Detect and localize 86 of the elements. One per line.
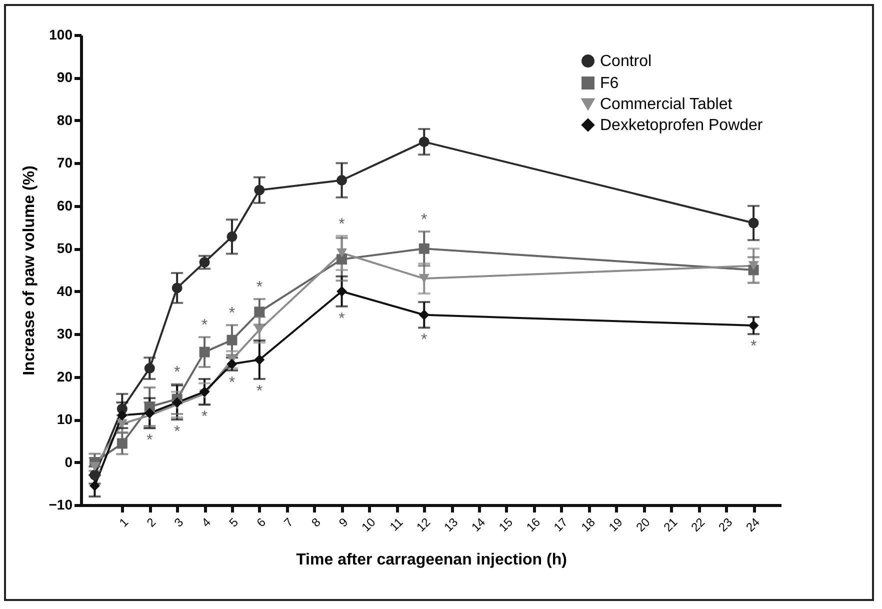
point xyxy=(254,325,265,334)
point xyxy=(254,306,265,318)
x-tick-label: 1 xyxy=(116,514,132,530)
point xyxy=(89,480,100,492)
y-tick-label: 60 xyxy=(56,197,73,214)
point xyxy=(172,282,182,294)
point xyxy=(89,470,100,480)
point xyxy=(254,354,265,365)
y-tick-label: 10 xyxy=(56,411,73,428)
point xyxy=(199,386,210,398)
x-tick-label: 23 xyxy=(716,514,736,534)
x-tick-label: 3 xyxy=(171,514,186,530)
annotation: * xyxy=(146,432,153,450)
annotation: * xyxy=(228,305,236,322)
point xyxy=(116,438,128,449)
annotation: * xyxy=(256,382,263,400)
point xyxy=(89,462,100,472)
annotation: * xyxy=(338,216,345,233)
point xyxy=(199,257,210,268)
x-tick-label: 9 xyxy=(336,514,351,530)
x-tick-label: 15 xyxy=(496,514,516,534)
annotation: * xyxy=(228,374,236,392)
legend-label: F6 xyxy=(600,75,619,92)
point xyxy=(172,397,182,408)
y-axis-title: Increase of paw volume (%) xyxy=(20,166,38,376)
y-tick-label: 80 xyxy=(56,112,73,128)
point xyxy=(336,175,348,186)
x-tick-label: 17 xyxy=(551,514,571,534)
point xyxy=(418,243,430,254)
x-tick-label: 19 xyxy=(606,514,626,534)
point xyxy=(144,363,155,374)
y-tick-label: −10 xyxy=(48,496,73,512)
point xyxy=(336,286,348,297)
x-tick-label: 22 xyxy=(688,514,708,534)
legend-label: Commercial Tablet xyxy=(600,96,733,113)
y-tick-label: 50 xyxy=(56,240,73,256)
point xyxy=(748,261,759,270)
point xyxy=(226,231,238,242)
annotation: * xyxy=(201,317,208,334)
annotation: * xyxy=(174,424,180,441)
point xyxy=(144,408,155,418)
point xyxy=(116,419,128,428)
annotation: * xyxy=(750,338,757,356)
x-tick-label: 5 xyxy=(226,514,242,530)
x-tick-label: 6 xyxy=(254,514,269,530)
point xyxy=(336,254,348,265)
point xyxy=(748,320,759,331)
x-tick-label: 14 xyxy=(468,514,488,534)
legend-label: Dexketoprofen Powder xyxy=(600,117,764,134)
x-tick-label: 11 xyxy=(386,514,406,534)
y-tick-label: 100 xyxy=(49,26,73,42)
point xyxy=(226,334,238,346)
annotation: * xyxy=(421,212,428,229)
annotation: * xyxy=(338,310,345,328)
annotation: * xyxy=(174,364,180,382)
x-tick-label: 24 xyxy=(743,514,763,534)
point xyxy=(116,410,128,421)
x-tick-label: 4 xyxy=(198,514,214,530)
point xyxy=(748,218,759,228)
y-tick-label: 0 xyxy=(64,454,73,470)
point xyxy=(418,136,430,148)
y-tick-label: 40 xyxy=(56,282,73,299)
annotation: * xyxy=(256,279,263,296)
x-tick-label: 8 xyxy=(308,514,324,530)
point xyxy=(418,310,430,320)
x-tick-label: 13 xyxy=(441,514,461,534)
point xyxy=(336,248,348,258)
x-tick-label: 20 xyxy=(633,514,653,534)
y-tick-label: 30 xyxy=(56,326,73,342)
x-axis-title: Time after carrageenan injection (h) xyxy=(296,552,567,569)
x-tick-label: 16 xyxy=(524,514,544,534)
x-tick-label: 2 xyxy=(144,514,159,530)
y-tick-label: 20 xyxy=(56,368,73,384)
x-tick-label: 7 xyxy=(281,514,296,530)
point xyxy=(199,346,210,358)
annotation: * xyxy=(421,332,428,349)
y-tick-label: 90 xyxy=(56,69,73,86)
x-tick-label: 21 xyxy=(660,514,680,534)
x-tick-label: 18 xyxy=(578,514,598,534)
x-tick-label: 12 xyxy=(414,514,434,534)
y-tick-label: 70 xyxy=(56,154,73,171)
point xyxy=(418,274,430,284)
x-tick-label: 10 xyxy=(358,514,378,534)
annotation: * xyxy=(201,408,208,426)
legend-label: Control xyxy=(600,53,652,70)
point xyxy=(254,184,265,196)
